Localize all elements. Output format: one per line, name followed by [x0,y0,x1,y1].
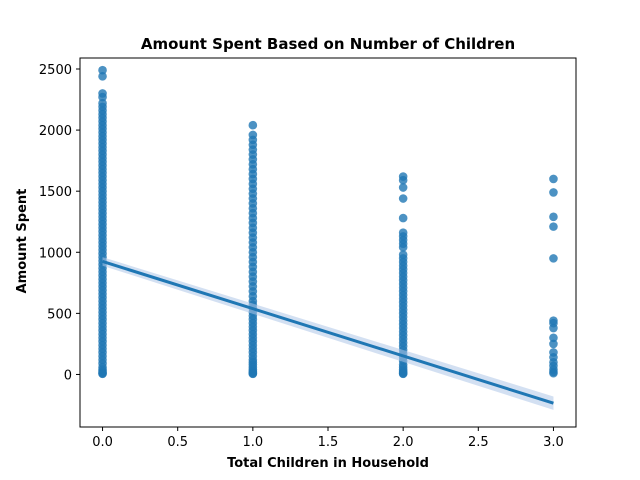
scatter-point [549,188,558,197]
x-tick-label: 3.0 [543,435,564,450]
y-axis-label: Amount Spent [15,189,30,294]
y-tick-label: 0 [64,368,72,383]
x-tick-label: 2.5 [468,435,489,450]
scatter-point [98,72,107,81]
y-tick-label: 2000 [39,124,72,139]
scatter-point [398,175,408,185]
y-tick-label: 1500 [39,185,72,200]
x-axis-label: Total Children in Household [227,456,429,471]
y-tick-label: 1000 [39,246,72,261]
scatter-point [398,183,408,192]
axes-frame [79,57,577,428]
scatter-point [398,243,408,252]
scatter-point [549,222,558,231]
scatter-point [549,254,558,263]
x-tick-label: 1.0 [243,435,264,450]
chart-title: Amount Spent Based on Number of Children [141,35,515,53]
x-axis: 0.0 0.5 1.0 1.5 2.0 2.5 3.0 [92,427,564,450]
plot-area [98,65,558,410]
scatter-point [549,339,558,349]
scatter-point [549,368,558,378]
scatter-point [398,213,408,223]
x-tick-label: 0.5 [167,435,188,450]
x-tick-label: 0.0 [92,435,113,450]
scatter-point [248,120,258,130]
x-tick-label: 2.0 [393,435,414,450]
scatter-point [248,369,258,379]
scatter-point [98,92,107,102]
scatter-point [549,323,558,333]
scatter-point [398,369,408,379]
scatter-point [549,174,558,184]
regression-line [102,260,554,405]
scatter-point [398,194,408,203]
y-tick-label: 2500 [39,63,72,78]
scatter-point [98,65,107,75]
scatter-point [549,212,558,222]
y-tick-label: 500 [47,307,72,322]
scatter-point [549,333,558,343]
x-tick-label: 1.5 [318,435,339,450]
y-axis: 0 500 1000 1500 2000 2500 [39,63,80,383]
scatter-point [98,369,107,379]
